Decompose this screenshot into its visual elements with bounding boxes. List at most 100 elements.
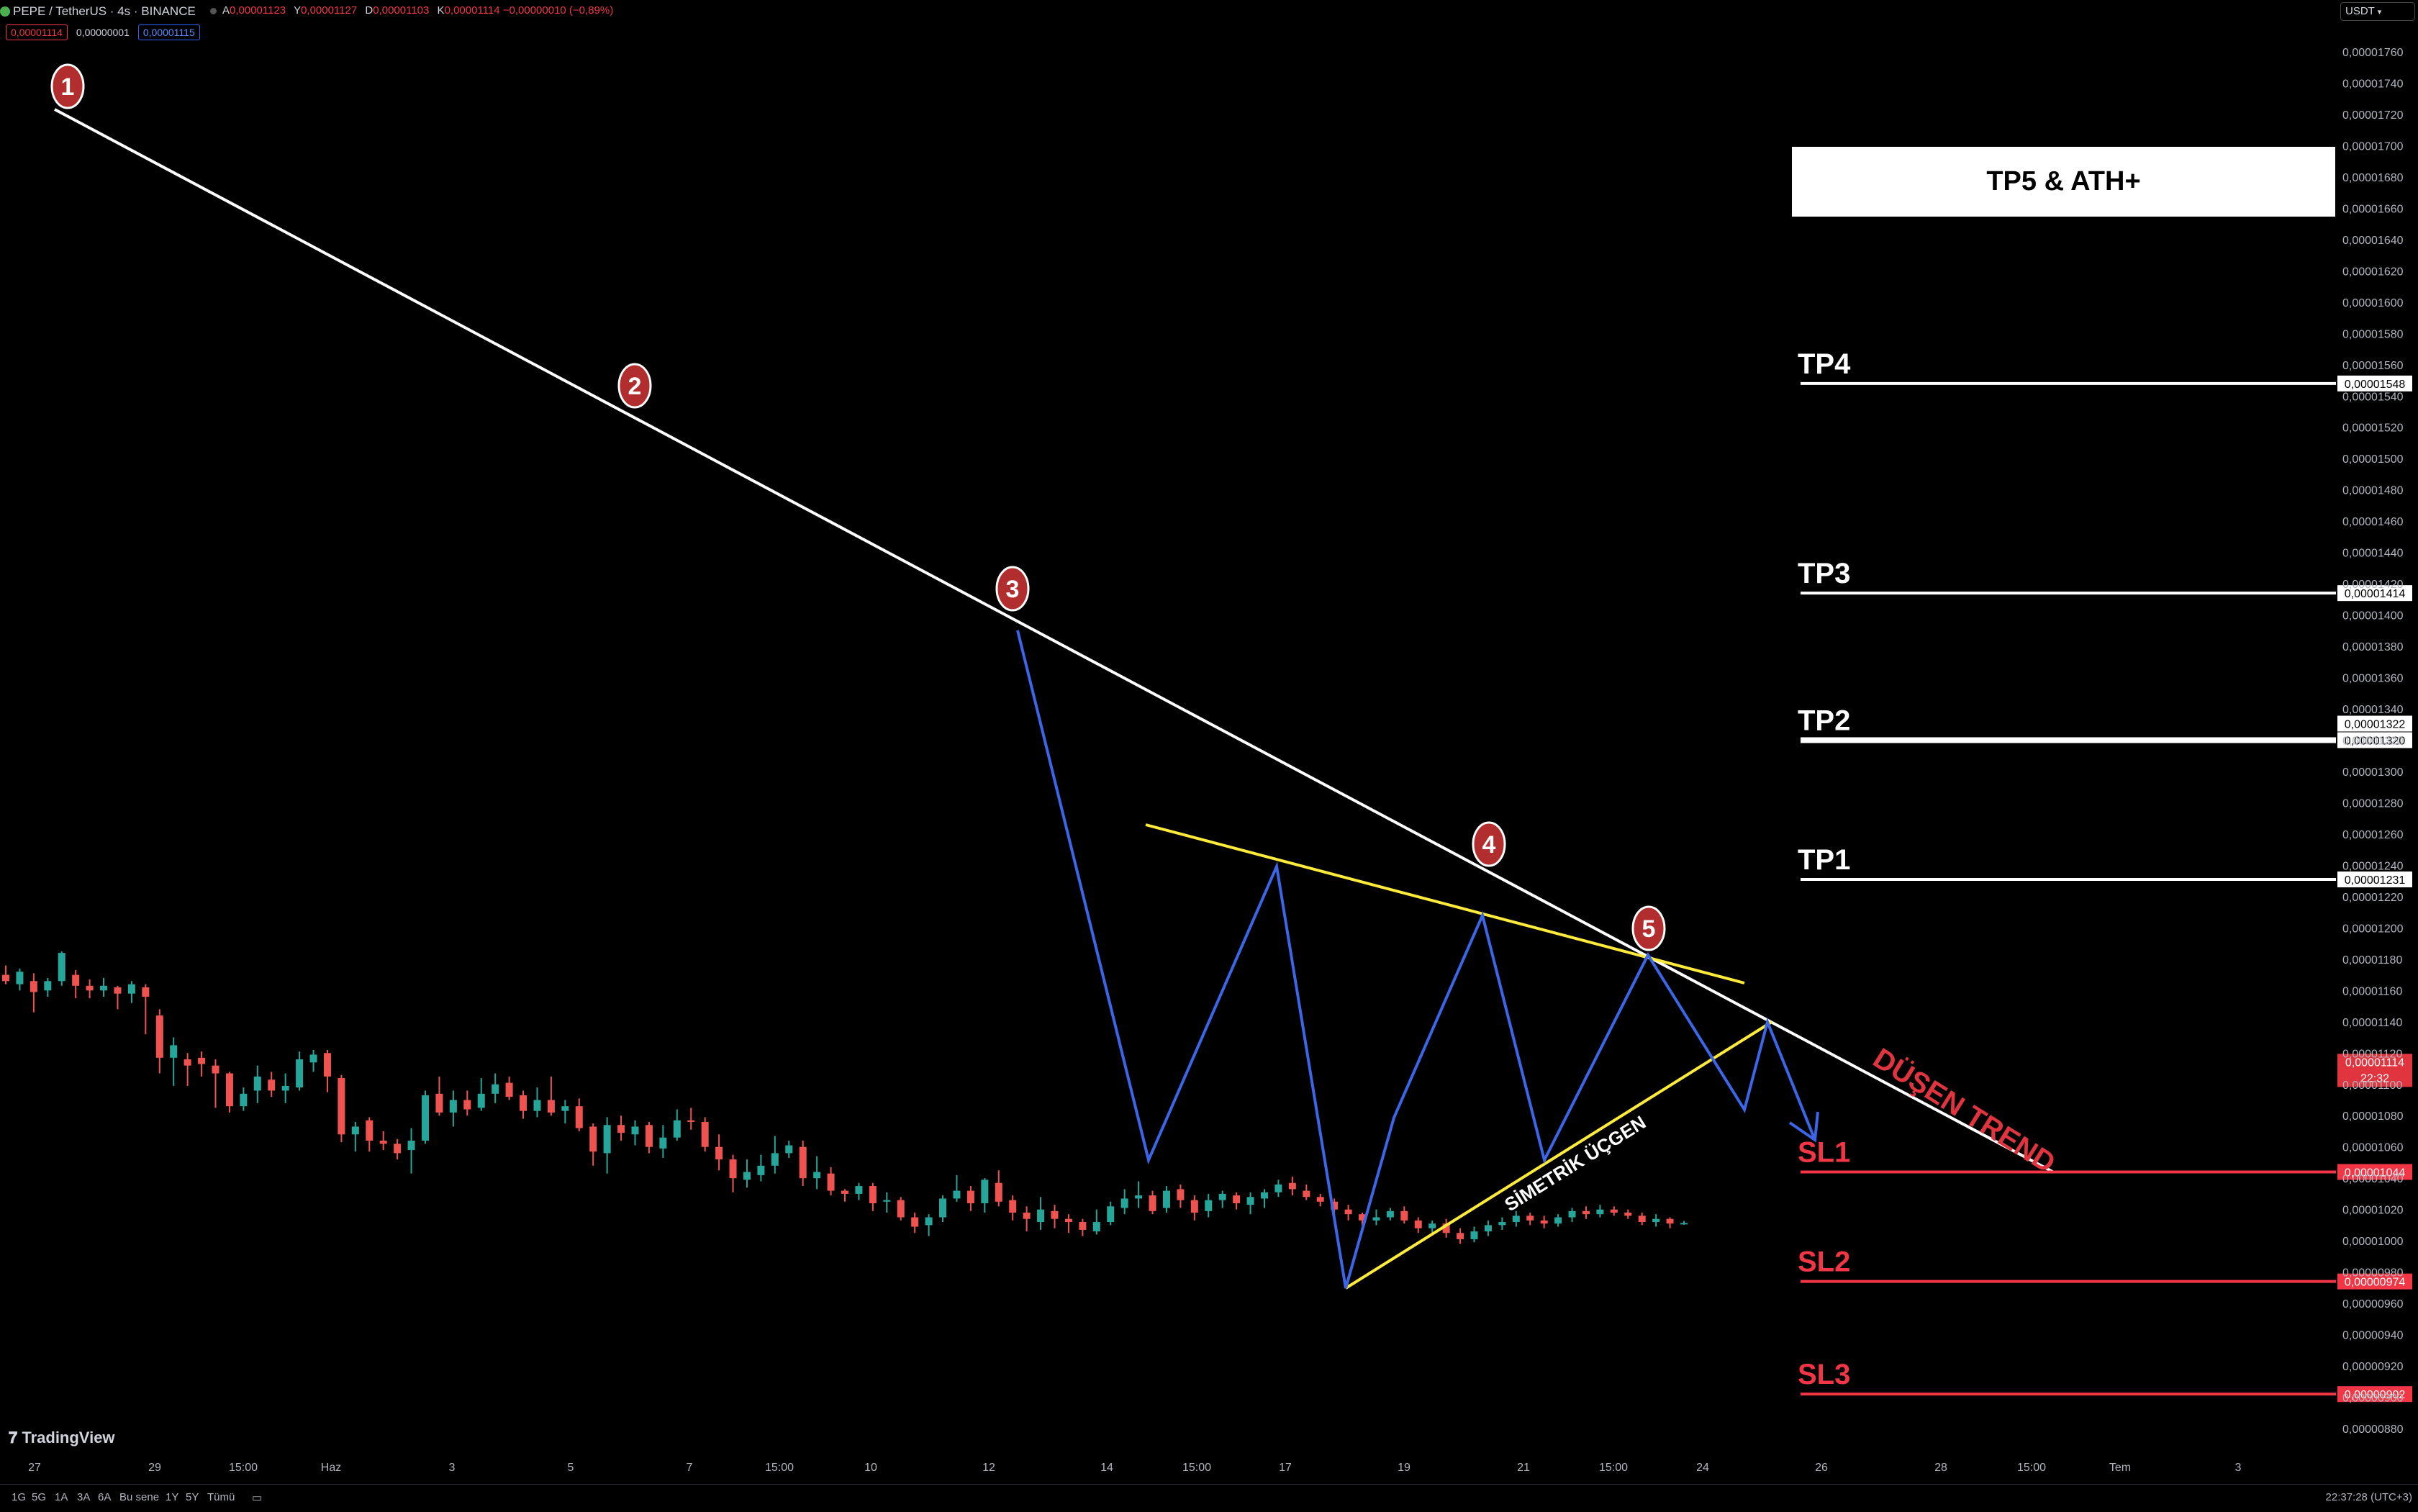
pivot-marker[interactable]: 2	[617, 363, 652, 409]
triangle-upper-line[interactable]	[1145, 823, 1745, 984]
market-status-icon	[209, 8, 217, 14]
y-tick-label: 0,00001660	[2342, 203, 2404, 215]
candle	[253, 1065, 261, 1103]
candle	[547, 1076, 555, 1116]
stop-level[interactable]: SL1 0,00001044	[1798, 1136, 2412, 1180]
level-price-tag	[2337, 871, 2412, 887]
candle-body	[897, 1200, 905, 1218]
candle	[687, 1108, 695, 1130]
candle	[1079, 1218, 1087, 1236]
chart-header: PEPE / TetherUS · 4s · BINANCE A0,000011…	[0, 0, 2332, 50]
level-label: TP4	[1798, 348, 1851, 380]
low-value: 0,00001103	[373, 4, 430, 17]
candle-body	[1372, 1217, 1380, 1221]
level-price-tag	[2337, 1386, 2412, 1403]
price-axis: 0,00001760 0,00001740 0,00001720 0,00001700…	[2342, 47, 2404, 1436]
target-level[interactable]: TP4 0,00001548	[1798, 348, 2412, 391]
wave-path[interactable]	[1016, 630, 1816, 1289]
candle	[1512, 1210, 1520, 1227]
y-tick-label: 0,00001360	[2342, 673, 2404, 685]
candle	[1596, 1205, 1604, 1218]
candle	[1359, 1213, 1367, 1226]
downtrend-line[interactable]	[54, 108, 2053, 1173]
pivot-marker[interactable]: 4	[1472, 821, 1506, 867]
range-3a[interactable]: 3A	[77, 1491, 91, 1503]
target-level[interactable]: TP2 0,00001320 0,00001322	[1798, 705, 2412, 748]
candle-body	[1261, 1192, 1268, 1199]
buy-button[interactable]: 0,00001115	[137, 24, 200, 40]
pivot-circle	[1631, 905, 1666, 951]
y-tick-label: 0,00001460	[2342, 516, 2404, 528]
pivot-label: 2	[628, 373, 642, 400]
candle-body	[911, 1217, 919, 1227]
range-6a[interactable]: 6A	[98, 1491, 112, 1503]
candle-body	[715, 1146, 723, 1160]
y-tick-label: 0,00001580	[2342, 328, 2404, 340]
candle	[617, 1115, 625, 1141]
bid-ask: 0,00001114 0,00000001 0,00001115	[6, 24, 204, 40]
pivot-label: 4	[1482, 831, 1496, 859]
y-tick-label: 0,00001640	[2342, 235, 2404, 247]
candle	[1149, 1190, 1156, 1215]
calendar-icon[interactable]: ▭	[252, 1492, 263, 1504]
currency-select[interactable]: USDT ▾	[2340, 2, 2415, 21]
range-1g[interactable]: 1G	[12, 1491, 27, 1503]
y-tick-label: 0,00001720	[2342, 109, 2404, 122]
open-value: 0,00001123	[230, 4, 286, 17]
stop-level[interactable]: SL3 0,00000902	[1798, 1359, 2412, 1403]
triangle-lower-line[interactable]	[1344, 1020, 1773, 1290]
target-level[interactable]: TP1 0,00001231	[1798, 844, 2412, 887]
last-price-bg	[2337, 1054, 2412, 1087]
tp5-label: TP5 & ATH+	[1986, 166, 2141, 196]
pivot-marker[interactable]: 3	[995, 566, 1030, 612]
candle-body	[1149, 1195, 1156, 1211]
tradingview-logo-icon: 𝟕	[9, 1429, 22, 1447]
pivot-marker[interactable]: 5	[1631, 905, 1666, 951]
range-5y[interactable]: 5Y	[186, 1491, 199, 1503]
candle-body	[114, 987, 122, 994]
range-1a[interactable]: 1A	[55, 1491, 68, 1503]
candle	[225, 1072, 233, 1113]
pivot-label: 3	[1006, 576, 1020, 603]
sell-button[interactable]: 0,00001114	[6, 24, 68, 40]
x-tick-label: 17	[1279, 1462, 1292, 1474]
x-tick-label: Haz	[321, 1462, 341, 1474]
candle-body	[435, 1093, 443, 1113]
range-all[interactable]: Tümü	[207, 1491, 235, 1503]
symbol-title[interactable]: PEPE / TetherUS · 4s · BINANCE	[0, 4, 227, 19]
level-price-tag	[2337, 585, 2412, 602]
candle-body	[268, 1079, 276, 1091]
target-level[interactable]: TP3 0,00001414	[1798, 558, 2412, 602]
ohlc-values: A0,00001123 Y0,00001127 D0,00001103 K0,0…	[222, 4, 618, 17]
level-price: 0,00001414	[2345, 588, 2406, 600]
levels-layer: TP4 0,00001548 TP3 0,00001414 TP2 0,00001320 0…	[1798, 348, 2412, 1403]
candle	[240, 1087, 248, 1111]
candle-body	[1470, 1231, 1478, 1239]
stop-level[interactable]: SL2 0,00000974	[1798, 1246, 2412, 1290]
level-price-tag	[2337, 715, 2412, 732]
candle-body	[477, 1093, 485, 1108]
candle-body	[1554, 1217, 1562, 1224]
candle-body	[1274, 1184, 1282, 1192]
candle	[114, 985, 122, 1010]
candle	[1261, 1189, 1268, 1208]
candle-body	[1135, 1195, 1143, 1199]
x-tick-label: 19	[1398, 1462, 1410, 1474]
range-5g[interactable]: 5G	[32, 1491, 47, 1503]
arrow-head-icon	[1788, 1111, 1819, 1143]
candle-body	[631, 1126, 639, 1135]
candle-body	[142, 987, 150, 997]
candle	[589, 1123, 597, 1166]
y-tick-label: 0,00001560	[2342, 360, 2404, 372]
pivot-marker[interactable]: 1	[50, 63, 85, 109]
level-price: 0,00001548	[2345, 379, 2406, 391]
pivot-circle	[995, 566, 1030, 612]
candle-body	[785, 1145, 793, 1154]
candle-body	[757, 1165, 765, 1175]
range-1y[interactable]: 1Y	[166, 1491, 179, 1503]
x-tick-label: 7	[687, 1462, 693, 1474]
tradingview-logo[interactable]: 𝟕 TradingView	[9, 1429, 115, 1447]
candle-body	[1316, 1197, 1324, 1202]
range-ytd[interactable]: Bu sene	[119, 1491, 160, 1503]
